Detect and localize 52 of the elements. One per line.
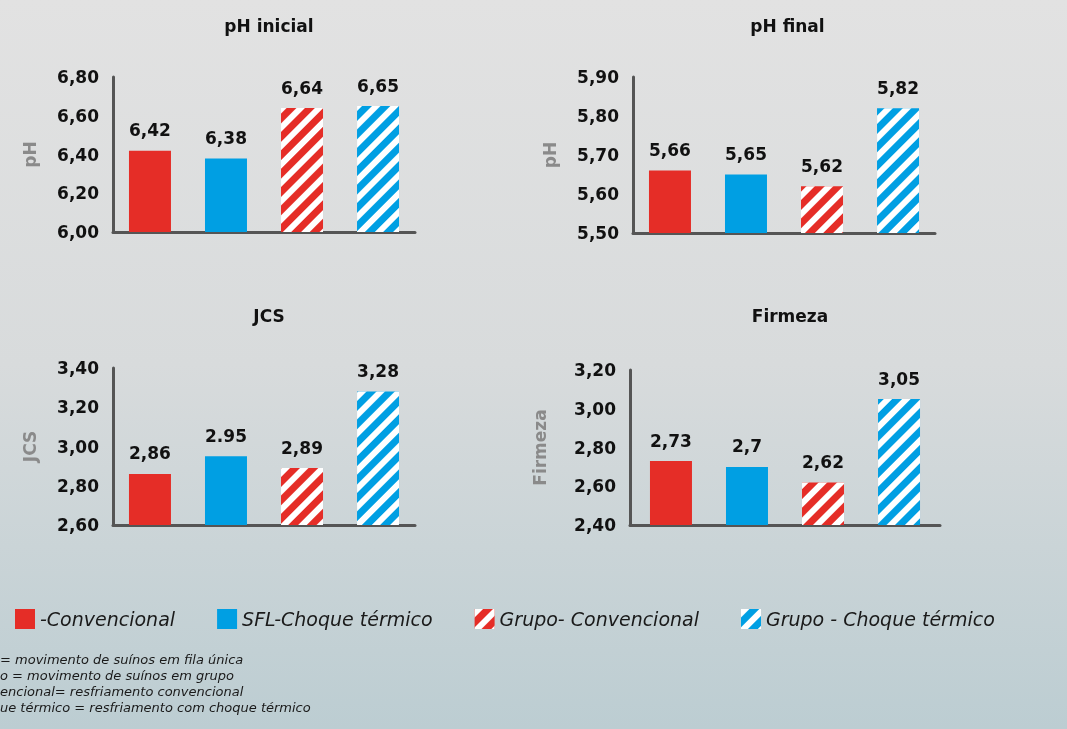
y-tick-label: 3,40	[57, 358, 100, 378]
data-label: 2.95	[205, 425, 247, 446]
y-axis-title: pH	[19, 141, 40, 168]
chart-title: pH inicial	[224, 15, 314, 36]
y-tick-label: 2,40	[574, 515, 617, 535]
y-tick-label: 5,60	[577, 184, 620, 204]
text: ue térmico = resfriamento com choque térmico	[0, 700, 311, 715]
data-label: 3,05	[878, 368, 921, 389]
y-tick-label: 3,20	[57, 397, 100, 418]
y-axis-title: Firmeza	[529, 409, 550, 486]
data-label: 2,7	[731, 436, 763, 457]
y-tick-label: 6,60	[57, 105, 100, 126]
data-label: 5,82	[877, 77, 920, 98]
y-tick-label: 2,80	[574, 437, 617, 458]
y-tick-label: 3,00	[574, 398, 617, 419]
data-label: 2,62	[802, 451, 844, 472]
y-tick-label: 5,90	[577, 67, 620, 87]
y-tick-label: 5,80	[577, 106, 620, 126]
y-tick-label: 6,80	[57, 67, 100, 87]
data-label: 6,64	[281, 77, 324, 98]
y-tick-label: 6,40	[57, 144, 100, 165]
y-tick-label: 5,50	[577, 223, 620, 243]
data-label: 2,86	[128, 443, 171, 464]
data-label: 3,28	[357, 361, 400, 382]
y-tick-label: 2,60	[574, 476, 617, 497]
text: = movimento de suínos em fila única	[0, 652, 244, 667]
data-label: 5,62	[801, 155, 843, 176]
legend-label: Grupo- Convencional	[499, 608, 700, 630]
chart-title: pH final	[750, 15, 825, 36]
text: encional= resfriamento convencional	[0, 684, 244, 699]
y-tick-label: 2,80	[57, 475, 100, 496]
y-tick-label: 3,20	[574, 360, 617, 380]
y-tick-label: 3,00	[57, 436, 100, 457]
y-axis-title: JCS	[19, 430, 40, 464]
y-tick-label: 2,60	[57, 515, 100, 535]
data-label: 6,38	[205, 127, 247, 148]
chart-title: Firmeza	[751, 305, 829, 326]
data-label: 5,65	[725, 144, 767, 164]
legend-label: -Convencional	[40, 608, 176, 630]
legend-label: SFL-Choque térmico	[242, 608, 433, 630]
text: o = movimento de suínos em grupo	[0, 668, 235, 683]
y-tick-label: 6,00	[57, 222, 100, 242]
y-tick-label: 6,20	[57, 183, 100, 204]
data-label: 5,66	[648, 140, 691, 161]
y-tick-label: 5,70	[577, 145, 620, 165]
chart-title: JCS	[252, 305, 285, 326]
data-label: 2,89	[281, 437, 323, 458]
y-axis-title: pH	[539, 141, 560, 169]
legend-label: Grupo - Choque térmico	[765, 608, 995, 630]
data-label: 6,42	[128, 120, 171, 141]
data-label: 6,65	[357, 75, 400, 96]
data-label: 2,73	[649, 430, 692, 451]
